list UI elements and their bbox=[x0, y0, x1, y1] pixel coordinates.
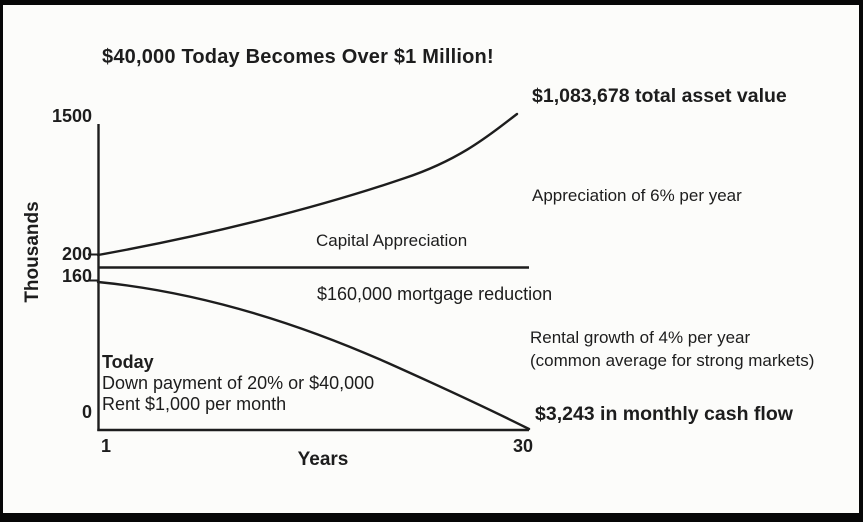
appreciation-rate-note: Appreciation of 6% per year bbox=[532, 186, 742, 205]
x-tick-1: 1 bbox=[100, 436, 111, 456]
total-asset-value-callout: $1,083,678 total asset value bbox=[532, 85, 787, 107]
y-tick-160: 160 bbox=[61, 266, 92, 286]
today-heading: Today bbox=[102, 352, 154, 372]
capital-appreciation-label: Capital Appreciation bbox=[316, 231, 468, 250]
rent-note: Rent $1,000 per month bbox=[102, 394, 287, 414]
x-tick-30: 30 bbox=[512, 436, 534, 456]
y-axis-label: Thousands bbox=[21, 201, 43, 303]
down-payment-note: Down payment of 20% or $40,000 bbox=[102, 373, 375, 393]
rental-growth-note-line1: Rental growth of 4% per year bbox=[530, 328, 751, 347]
y-tick-1500: 1500 bbox=[51, 106, 92, 126]
y-tick-0: 0 bbox=[81, 402, 92, 422]
x-axis-label: Years bbox=[297, 449, 349, 470]
y-tick-200: 200 bbox=[61, 244, 92, 264]
cash-flow-callout: $3,243 in monthly cash flow bbox=[535, 403, 793, 425]
chart-title: $40,000 Today Becomes Over $1 Million! bbox=[102, 46, 494, 68]
total-asset-value-curve bbox=[96, 112, 519, 257]
mortgage-reduction-label: $160,000 mortgage reduction bbox=[317, 284, 553, 304]
mortgage-balance-curve bbox=[96, 280, 531, 431]
rental-growth-note-line2: (common average for strong markets) bbox=[530, 351, 815, 370]
